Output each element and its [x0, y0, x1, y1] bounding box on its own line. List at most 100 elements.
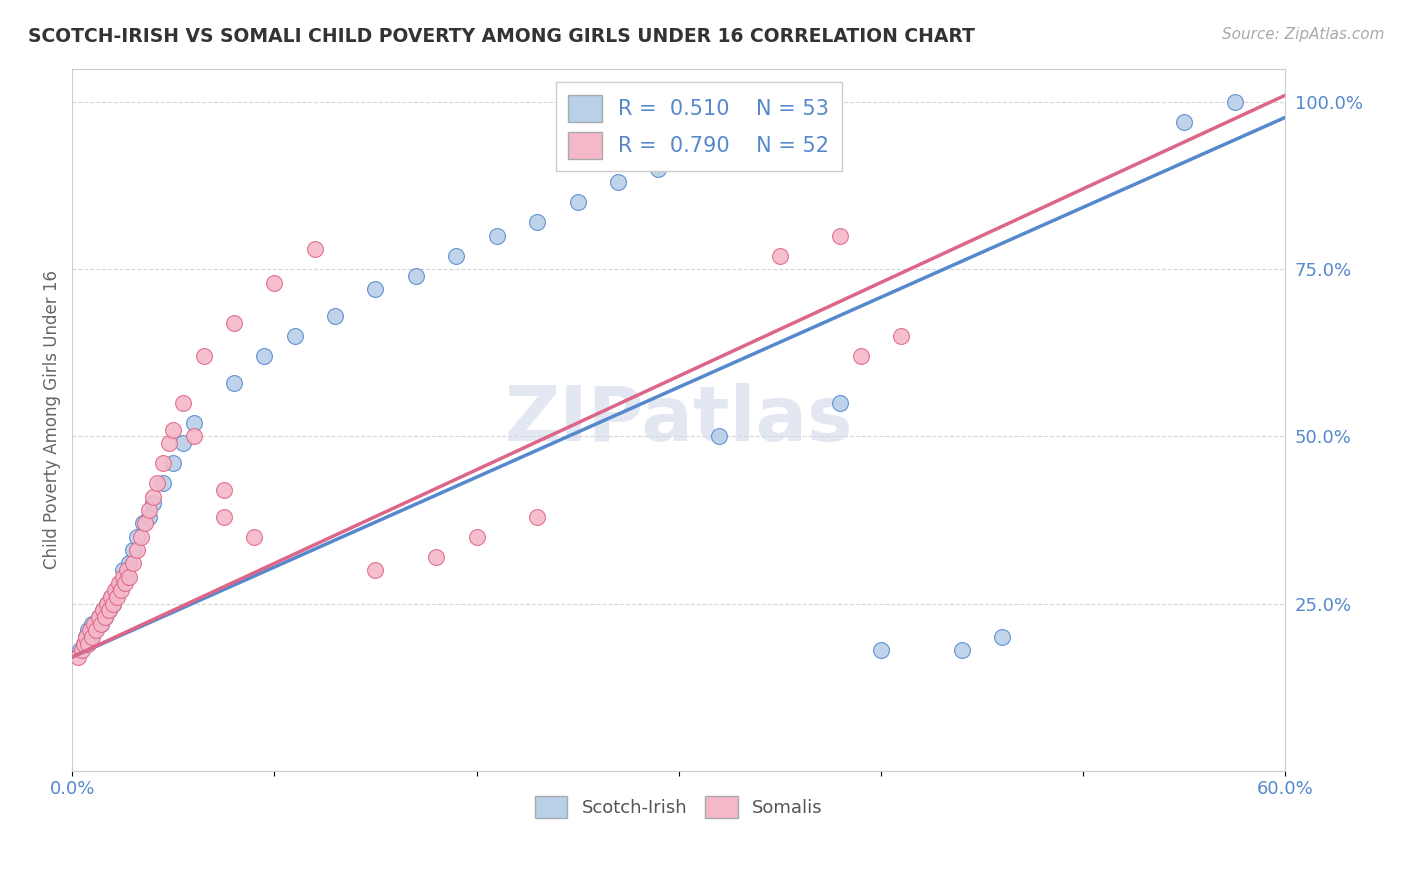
Point [1173, 115, 1195, 129]
Point [67, 650, 90, 665]
Point [212, 483, 235, 497]
Point [122, 557, 145, 571]
Point [96, 597, 118, 611]
Point [688, 148, 710, 162]
Point [142, 490, 165, 504]
Point [830, 396, 852, 410]
Point [105, 583, 128, 598]
Point [607, 175, 630, 189]
Point [253, 349, 276, 363]
Y-axis label: Child Poverty Among Girls Under 16: Child Poverty Among Girls Under 16 [44, 270, 60, 569]
Point [83, 624, 105, 638]
Point [129, 530, 152, 544]
Point [142, 496, 165, 510]
Text: SCOTCH-IRISH VS SOMALI CHILD POVERTY AMONG GIRLS UNDER 16 CORRELATION CHART: SCOTCH-IRISH VS SOMALI CHILD POVERTY AMO… [28, 27, 974, 45]
Point [138, 509, 160, 524]
Point [114, 576, 136, 591]
Point [110, 583, 132, 598]
Point [72, 643, 94, 657]
Point [263, 276, 285, 290]
Point [284, 329, 307, 343]
Point [118, 557, 141, 571]
Point [111, 563, 134, 577]
Point [110, 576, 132, 591]
Point [183, 416, 205, 430]
Point [96, 597, 118, 611]
Point [87, 610, 110, 624]
Point [162, 456, 184, 470]
Point [526, 509, 548, 524]
Point [79, 630, 101, 644]
Point [162, 423, 184, 437]
Point [118, 570, 141, 584]
Point [607, 95, 630, 109]
Point [1223, 95, 1246, 109]
Point [82, 616, 104, 631]
Point [567, 195, 589, 210]
Point [405, 268, 427, 283]
Point [869, 643, 891, 657]
Point [107, 576, 129, 591]
Point [73, 637, 96, 651]
Point [222, 376, 245, 390]
Point [446, 249, 468, 263]
Point [138, 503, 160, 517]
Text: Source: ZipAtlas.com: Source: ZipAtlas.com [1222, 27, 1385, 42]
Point [465, 530, 488, 544]
Point [87, 610, 110, 624]
Point [849, 349, 872, 363]
Point [125, 543, 148, 558]
Point [79, 624, 101, 638]
Point [75, 630, 97, 644]
Point [830, 228, 852, 243]
Point [115, 563, 138, 577]
Point [77, 624, 100, 638]
Point [105, 590, 128, 604]
Point [193, 349, 215, 363]
Point [83, 616, 105, 631]
Point [93, 610, 115, 624]
Point [86, 616, 108, 631]
Point [101, 597, 124, 611]
Point [364, 563, 387, 577]
Point [212, 509, 235, 524]
Point [647, 161, 669, 176]
Point [77, 637, 100, 651]
Point [73, 637, 96, 651]
Point [93, 610, 115, 624]
Point [890, 329, 912, 343]
Point [152, 456, 174, 470]
Point [111, 570, 134, 584]
Point [101, 597, 124, 611]
Point [97, 603, 120, 617]
Point [304, 242, 326, 256]
Point [526, 215, 548, 229]
Point [323, 309, 346, 323]
Point [183, 429, 205, 443]
Point [364, 282, 387, 296]
Point [769, 249, 792, 263]
Point [75, 630, 97, 644]
Point [82, 630, 104, 644]
Point [69, 643, 91, 657]
Text: ZIPatlas: ZIPatlas [505, 383, 853, 457]
Point [97, 603, 120, 617]
Point [243, 530, 266, 544]
Point [91, 603, 114, 617]
Point [991, 630, 1014, 644]
Point [91, 603, 114, 617]
Point [152, 476, 174, 491]
Point [104, 583, 127, 598]
Point [90, 616, 112, 631]
Point [90, 616, 112, 631]
Point [172, 436, 194, 450]
Point [100, 590, 122, 604]
Point [86, 624, 108, 638]
Point [125, 530, 148, 544]
Point [132, 516, 155, 531]
Point [122, 543, 145, 558]
Point [707, 429, 730, 443]
Legend: Scotch-Irish, Somalis: Scotch-Irish, Somalis [527, 789, 830, 825]
Point [950, 643, 973, 657]
Point [658, 95, 681, 109]
